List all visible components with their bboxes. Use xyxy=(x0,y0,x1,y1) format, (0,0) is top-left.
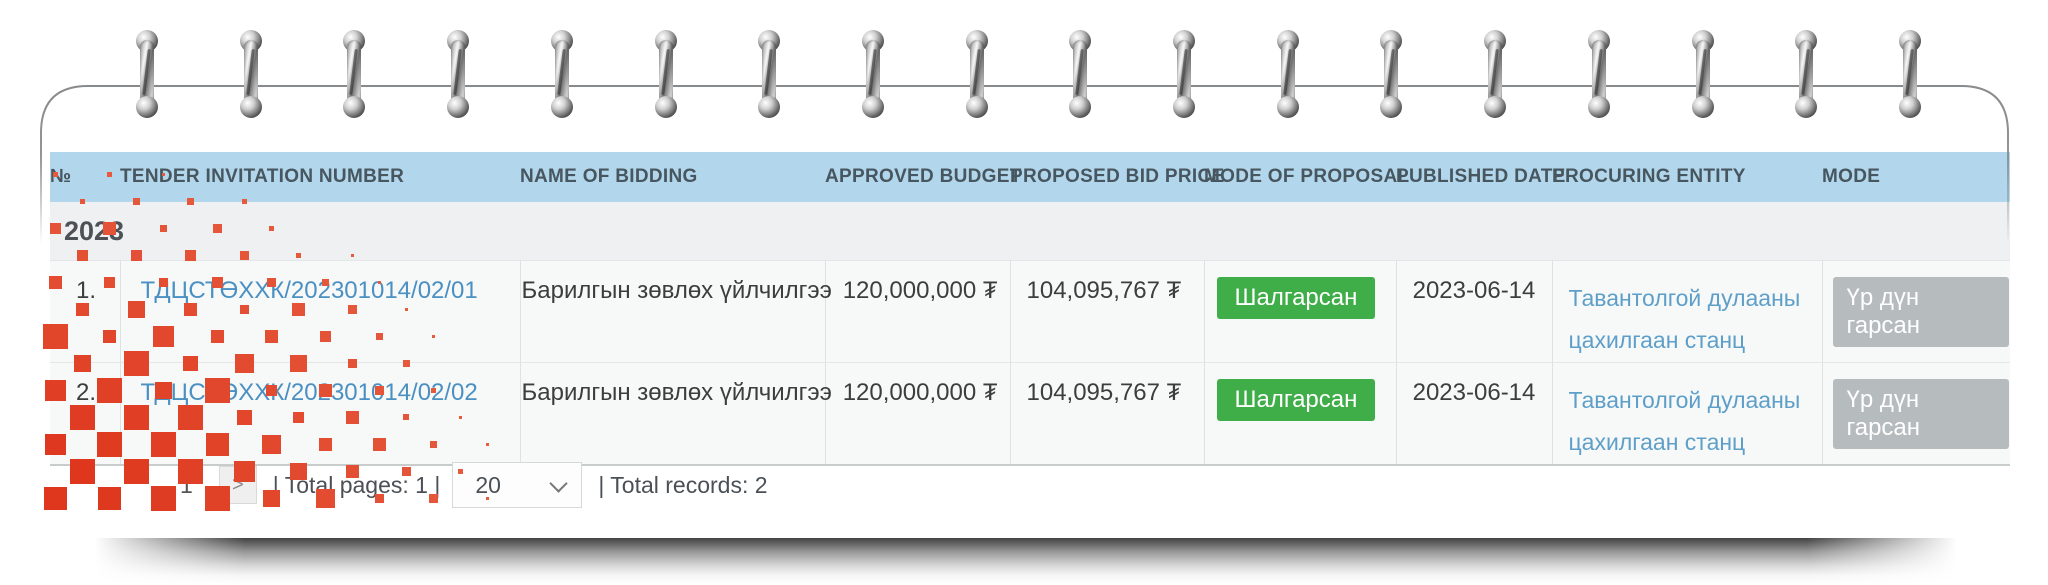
total-pages-label: | Total pages: 1 | xyxy=(272,471,441,498)
table-row: 2. ТДЦСТӨХХК/202301014/02/02 Барилгын зө… xyxy=(50,362,2010,466)
year-group-label: 2023 xyxy=(50,202,2010,261)
column-header-published-date: PUBLISHED DATE xyxy=(1396,152,1565,202)
current-page[interactable]: 1 xyxy=(180,471,193,498)
approved-budget: 120,000,000 ₮ xyxy=(825,362,1011,466)
column-header-mode-of-proposal: MODE OF PROPOSAL xyxy=(1204,152,1409,202)
page-size-select[interactable]: 20 xyxy=(452,462,583,508)
page-size-value: 20 xyxy=(475,471,501,498)
column-header-mode: MODE xyxy=(1822,152,2010,202)
column-header-approved-budget: APPROVED BUDGET xyxy=(825,152,1021,202)
chevron-down-icon xyxy=(549,474,569,493)
table-header-row: № TENDER INVITATION NUMBER NAME OF BIDDI… xyxy=(50,152,2010,202)
tender-invitation-link[interactable]: ТДЦСТӨХХК/202301014/02/01 xyxy=(140,277,478,304)
proposal-status-badge: Шалгарсан xyxy=(1216,379,1376,421)
table-row: 1. ТДЦСТӨХХК/202301014/02/01 Барилгын зө… xyxy=(50,260,2010,363)
total-records-label: | Total records: 2 xyxy=(598,471,768,498)
procuring-entity-link[interactable]: Тавантолгой дулааны цахилгаан станц xyxy=(1568,387,1801,455)
approved-budget: 120,000,000 ₮ xyxy=(825,260,1011,363)
page-shadow xyxy=(95,538,1957,585)
chevron-right-icon: > xyxy=(231,474,244,496)
column-header-name-of-bidding: NAME OF BIDDING xyxy=(520,152,825,202)
column-header-proposed-bid-price: PROPOSED BID PRICE xyxy=(1010,152,1224,202)
pagination-bar: 1 > | Total pages: 1 | 20 | Total record… xyxy=(50,457,2010,513)
result-status-badge: Үр дүн гарсан xyxy=(1832,277,2009,347)
row-number: 2. xyxy=(50,362,121,466)
notebook-page: № TENDER INVITATION NUMBER NAME OF BIDDI… xyxy=(40,85,2010,535)
procuring-entity-link[interactable]: Тавантолгой дулааны цахилгаан станц xyxy=(1568,285,1801,353)
row-number: 1. xyxy=(50,260,121,363)
column-header-no: № xyxy=(50,152,120,202)
year-group-row: 2023 xyxy=(50,202,2010,261)
proposed-bid-price: 104,095,767 ₮ xyxy=(1010,260,1205,363)
column-header-procuring-entity: PROCURING ENTITY xyxy=(1552,152,1822,202)
tender-invitation-link[interactable]: ТДЦСТӨХХК/202301014/02/02 xyxy=(140,379,478,406)
name-of-bidding: Барилгын зөвлөх үйлчилгээ xyxy=(520,260,832,363)
result-status-badge: Үр дүн гарсан xyxy=(1832,379,2009,449)
published-date: 2023-06-14 xyxy=(1396,260,1553,363)
name-of-bidding: Барилгын зөвлөх үйлчилгээ xyxy=(520,362,832,466)
next-page-button[interactable]: > xyxy=(218,466,257,504)
column-header-tender-invitation-number: TENDER INVITATION NUMBER xyxy=(120,152,520,202)
proposed-bid-price: 104,095,767 ₮ xyxy=(1010,362,1205,466)
tender-table: № TENDER INVITATION NUMBER NAME OF BIDDI… xyxy=(50,152,2010,466)
published-date: 2023-06-14 xyxy=(1396,362,1553,466)
proposal-status-badge: Шалгарсан xyxy=(1216,277,1376,319)
